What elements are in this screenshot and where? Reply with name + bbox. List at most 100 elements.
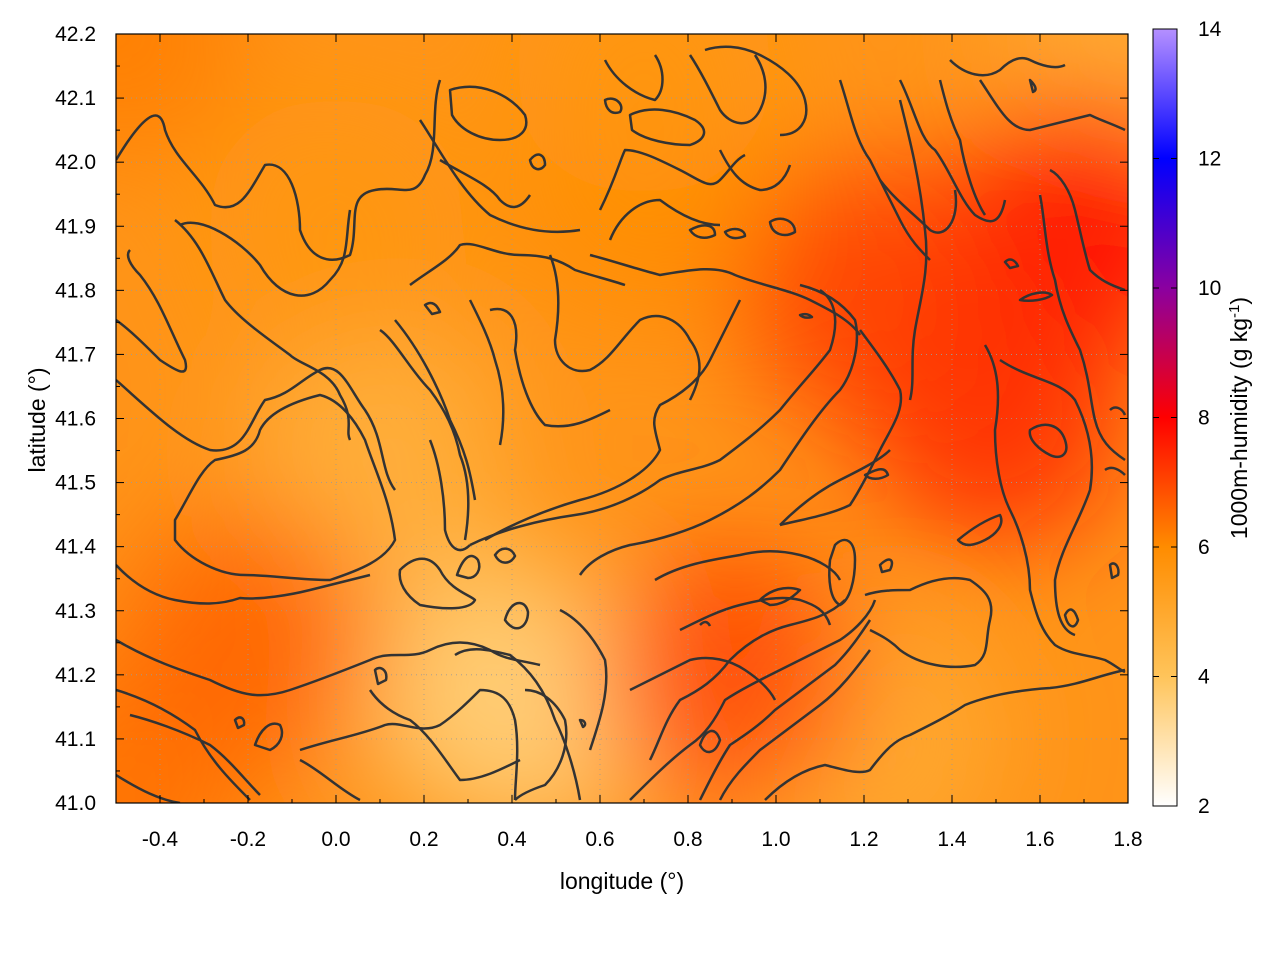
x-tick-label: 1.4	[937, 828, 967, 851]
x-tick-label: 1.8	[1113, 828, 1142, 851]
y-tick-label: 42.2	[55, 23, 96, 46]
colorbar-tick-label: 14	[1198, 18, 1222, 41]
gridlines	[116, 34, 1128, 803]
y-tick-label: 41.0	[55, 792, 96, 815]
contour-line	[503, 601, 530, 630]
contour-line	[828, 538, 857, 607]
contour-line	[698, 729, 722, 754]
contour-line	[1108, 562, 1120, 580]
contour-line	[628, 108, 706, 147]
contour-line	[978, 79, 1126, 132]
contour-line	[864, 576, 993, 669]
contour-line	[514, 688, 568, 801]
colorbar: 2 4 6 8 10 12 14 1000m-humidity (g kg-1)	[1152, 18, 1252, 818]
contour-line	[299, 688, 519, 801]
x-axis-label: longitude (°)	[560, 868, 684, 894]
contour-line	[454, 648, 582, 801]
x-tick-label: 0.2	[409, 828, 438, 851]
contour-line	[493, 547, 517, 564]
contour-line	[878, 558, 894, 574]
x-tick-label: 1.6	[1025, 828, 1054, 851]
colorbar-label-close: )	[1226, 297, 1252, 305]
colorbar-tick-label: 10	[1198, 277, 1221, 300]
contour-line	[398, 557, 477, 610]
colorbar-tick-label: 4	[1198, 666, 1210, 689]
contour-line	[253, 722, 284, 752]
contour-line	[578, 718, 587, 729]
contour-line	[439, 158, 532, 209]
contour-line	[1063, 608, 1080, 628]
colorbar-tick-label: 6	[1198, 536, 1210, 559]
contour-line	[688, 224, 717, 239]
contour-line	[179, 209, 352, 297]
contour-line	[1038, 194, 1126, 462]
contour-line	[688, 54, 767, 125]
contour-line	[394, 319, 477, 501]
contour-line	[654, 550, 842, 582]
contour-line	[116, 249, 188, 373]
contour-line	[116, 79, 442, 261]
contour-line	[863, 468, 890, 480]
y-tick-label: 41.6	[55, 408, 96, 431]
contour-line	[368, 689, 521, 782]
contour-line	[1018, 291, 1054, 303]
contour-line	[1028, 78, 1037, 94]
colorbar-ticks: 2 4 6 8 10 12 14	[1153, 18, 1222, 818]
contour-line	[603, 54, 664, 102]
contour-line	[489, 307, 611, 428]
contour-line	[768, 217, 797, 237]
contour-line	[629, 656, 777, 701]
contour-line	[173, 393, 397, 582]
y-tick-label: 41.1	[55, 728, 96, 751]
y-tick-label: 41.5	[55, 472, 96, 495]
y-tick-label: 41.9	[55, 215, 96, 238]
humidity-sample	[118, 512, 378, 773]
x-tick-label: 0.4	[497, 828, 527, 851]
y-tick-label: 41.4	[55, 536, 96, 559]
contour-line	[409, 242, 626, 287]
contour-line	[455, 554, 481, 580]
x-tick-label: 0.8	[673, 828, 702, 851]
contour-line	[699, 620, 712, 627]
contour-line	[484, 299, 742, 542]
y-tick-label: 41.2	[55, 664, 96, 687]
contour-line	[1028, 423, 1068, 459]
contour-line	[879, 179, 958, 234]
humidity-sample	[116, 34, 246, 164]
contour-line	[999, 358, 1094, 637]
colorbar-label-superscript: -1	[1226, 305, 1243, 318]
contour-line	[764, 668, 1126, 801]
contour-line	[373, 666, 388, 686]
contour-line	[718, 149, 792, 192]
contour-line	[379, 328, 470, 541]
contour-line	[718, 649, 871, 801]
x-tick-label: 0.6	[585, 828, 614, 851]
contour-line	[233, 716, 246, 730]
colorbar-tick-label: 2	[1198, 795, 1210, 818]
contour-line	[578, 283, 859, 576]
humidity-sample	[514, 34, 774, 197]
contour-line	[528, 153, 547, 171]
contour-line	[468, 299, 505, 446]
contour-line	[779, 449, 891, 526]
contour-line	[116, 564, 371, 605]
contour-line	[116, 366, 397, 491]
contour-line	[1104, 466, 1126, 476]
contour-line	[428, 439, 471, 552]
contour-line	[559, 608, 608, 751]
y-tick-label: 42.1	[55, 87, 96, 110]
contour-line	[603, 97, 623, 115]
colorbar-label: 1000m-humidity (g kg-1)	[1226, 297, 1252, 539]
contour-line	[116, 688, 251, 801]
contour-line	[938, 79, 987, 216]
contour-line	[608, 198, 721, 241]
colorbar-tick-label: 8	[1198, 407, 1210, 430]
contour-line	[798, 312, 814, 319]
y-tick-label: 41.3	[55, 600, 96, 623]
contour-line	[956, 513, 1003, 547]
contour-line	[898, 79, 1007, 223]
contour-line	[423, 301, 442, 316]
contour-line	[704, 45, 808, 137]
contour-line	[299, 758, 361, 802]
contour-line	[629, 599, 877, 801]
